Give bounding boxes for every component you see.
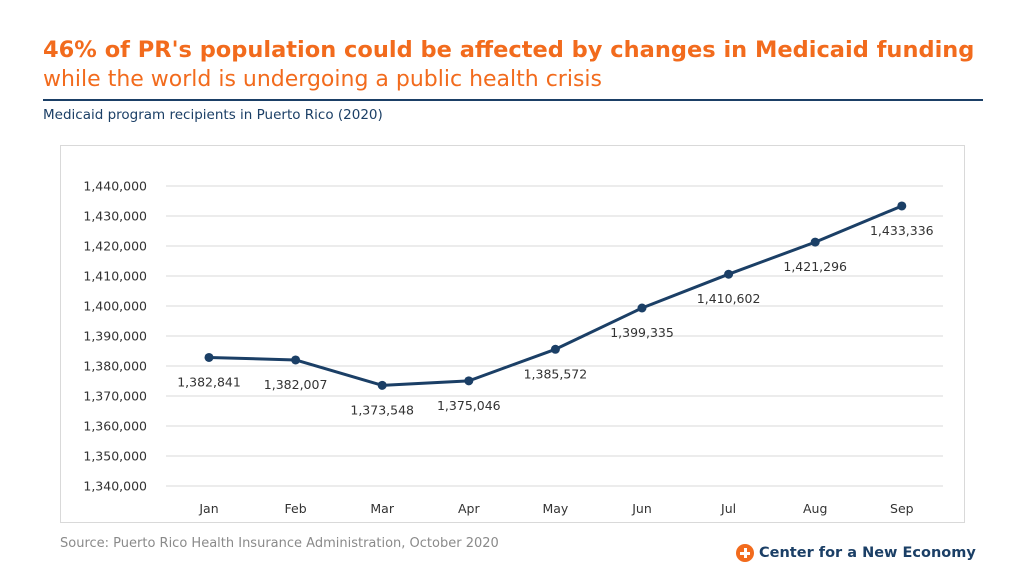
headline: 46% of PR's population could be affected… (43, 37, 975, 63)
data-label: 1,421,296 (783, 259, 847, 274)
data-label: 1,373,548 (350, 402, 414, 417)
data-label: 1,382,007 (264, 377, 328, 392)
y-tick-label: 1,340,000 (83, 479, 147, 494)
chart-title: Medicaid program recipients in Puerto Ri… (43, 107, 383, 123)
x-tick-label: Apr (458, 501, 480, 516)
data-label: 1,375,046 (437, 398, 501, 413)
series-line (208, 204, 903, 387)
x-tick-label: Sep (890, 501, 914, 516)
x-tick-label: Aug (803, 501, 827, 516)
subheadline: while the world is undergoing a public h… (43, 67, 602, 92)
line-chart: 1,340,000 1,350,000 1,360,000 1,370,000 1,38… (83, 179, 943, 516)
x-tick-label: Jan (198, 501, 218, 516)
data-point (464, 376, 474, 386)
data-point (550, 344, 560, 354)
data-label: 1,385,572 (524, 366, 588, 381)
y-tick-label: 1,400,000 (83, 299, 147, 314)
data-label: 1,399,335 (610, 325, 674, 340)
data-label: 1,410,602 (697, 291, 761, 306)
y-tick-label: 1,380,000 (83, 359, 147, 374)
x-tick-label: Mar (370, 501, 394, 516)
y-tick-label: 1,370,000 (83, 389, 147, 404)
y-tick-label: 1,350,000 (83, 449, 147, 464)
header-rule (43, 99, 983, 101)
y-tick-label: 1,440,000 (83, 179, 147, 194)
data-point (810, 237, 820, 247)
y-tick-label: 1,360,000 (83, 419, 147, 434)
data-point (377, 380, 387, 390)
data-point (897, 201, 907, 211)
data-label: 1,382,841 (177, 374, 241, 389)
source-note: Source: Puerto Rico Health Insurance Adm… (60, 536, 499, 551)
data-point (637, 303, 647, 313)
x-tick-label: Feb (285, 501, 307, 516)
plus-circle-icon (736, 544, 754, 562)
data-label: 1,433,336 (870, 223, 934, 238)
x-tick-label: Jun (631, 501, 652, 516)
data-point (291, 355, 301, 365)
y-tick-label: 1,420,000 (83, 239, 147, 254)
chart-frame: 1,340,000 1,350,000 1,360,000 1,370,000 1,38… (60, 145, 965, 523)
x-tick-label: May (542, 501, 568, 516)
data-point (724, 269, 734, 279)
data-point (204, 352, 214, 362)
x-tick-label: Jul (720, 501, 736, 516)
y-tick-label: 1,430,000 (83, 209, 147, 224)
y-tick-label: 1,390,000 (83, 329, 147, 344)
brand-name: Center for a New Economy (759, 545, 976, 561)
y-tick-label: 1,410,000 (83, 269, 147, 284)
brand-logo: Center for a New Economy (736, 543, 976, 563)
